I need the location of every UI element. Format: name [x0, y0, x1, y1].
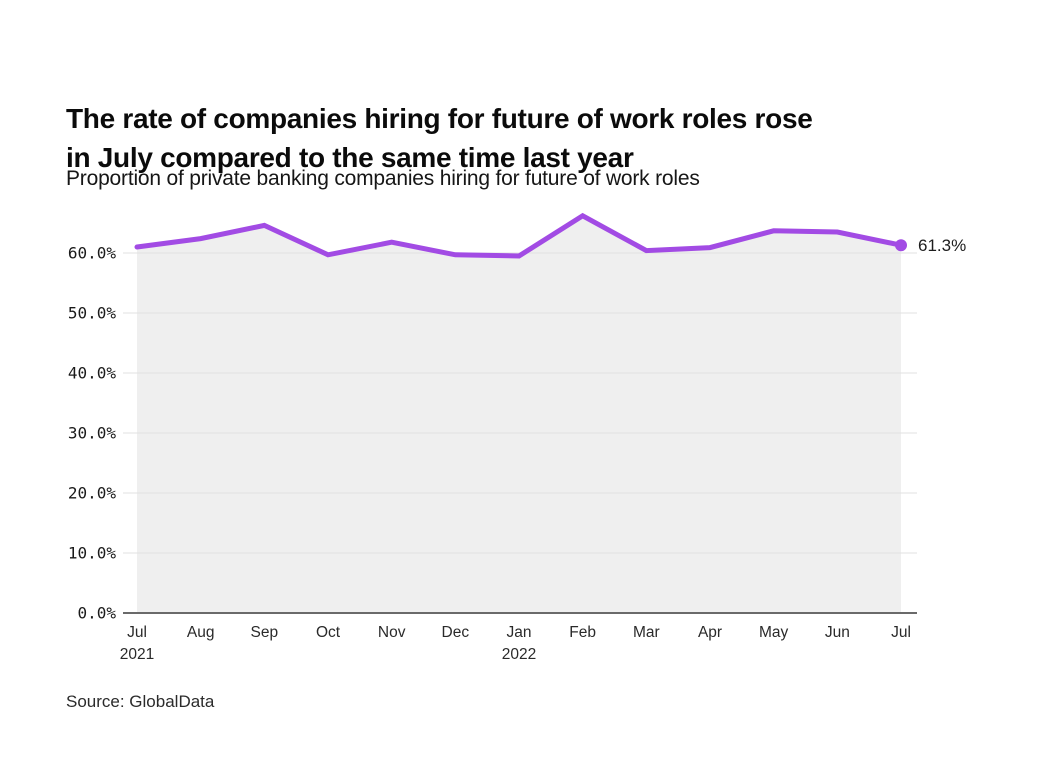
y-tick-label: 30.0%: [68, 424, 117, 443]
end-value-label: 61.3%: [918, 236, 966, 255]
x-tick-label: May: [759, 624, 789, 641]
title-line-1: The rate of companies hiring for future …: [66, 102, 813, 134]
y-tick-label: 0.0%: [77, 604, 116, 623]
x-tick-label: Jul: [127, 624, 147, 641]
x-tick-year-label: 2022: [502, 646, 536, 663]
chart-subtitle: Proportion of private banking companies …: [66, 167, 700, 190]
x-tick-label: Jul: [891, 624, 911, 641]
y-tick-label: 40.0%: [68, 364, 117, 383]
x-tick-label: Dec: [442, 624, 470, 641]
x-tick-label: Sep: [251, 624, 279, 641]
x-tick-label: Feb: [569, 624, 596, 641]
x-tick-label: Oct: [316, 624, 341, 641]
x-tick-label: Nov: [378, 624, 406, 641]
x-tick-label: Apr: [698, 624, 722, 641]
title-line-2: in July compared to the same time last y…: [66, 141, 634, 173]
area-fill: [137, 215, 901, 614]
page-title: The rate of companies hiring for future …: [66, 99, 986, 177]
x-tick-label: Aug: [187, 624, 215, 641]
y-tick-label: 10.0%: [68, 544, 117, 563]
line-chart: 0.0% 10.0% 20.0% 30.0% 40.0% 50.0% 60.0% 61.3% J…: [0, 195, 1038, 685]
x-tick-label: Jun: [825, 624, 850, 641]
series-line: [134, 212, 904, 259]
line-chart-svg: 0.0% 10.0% 20.0% 30.0% 40.0% 50.0% 60.0% 61.3% J…: [68, 212, 966, 663]
y-tick-label: 50.0%: [68, 304, 117, 323]
end-point-marker: [895, 239, 907, 252]
y-tick-label: 60.0%: [68, 244, 117, 263]
source-credit: Source: GlobalData: [66, 692, 215, 711]
x-tick-year-label: 2021: [120, 646, 154, 663]
x-tick-label: Mar: [633, 624, 660, 641]
x-tick-label: Jan: [507, 624, 532, 641]
y-tick-label: 20.0%: [68, 484, 117, 503]
